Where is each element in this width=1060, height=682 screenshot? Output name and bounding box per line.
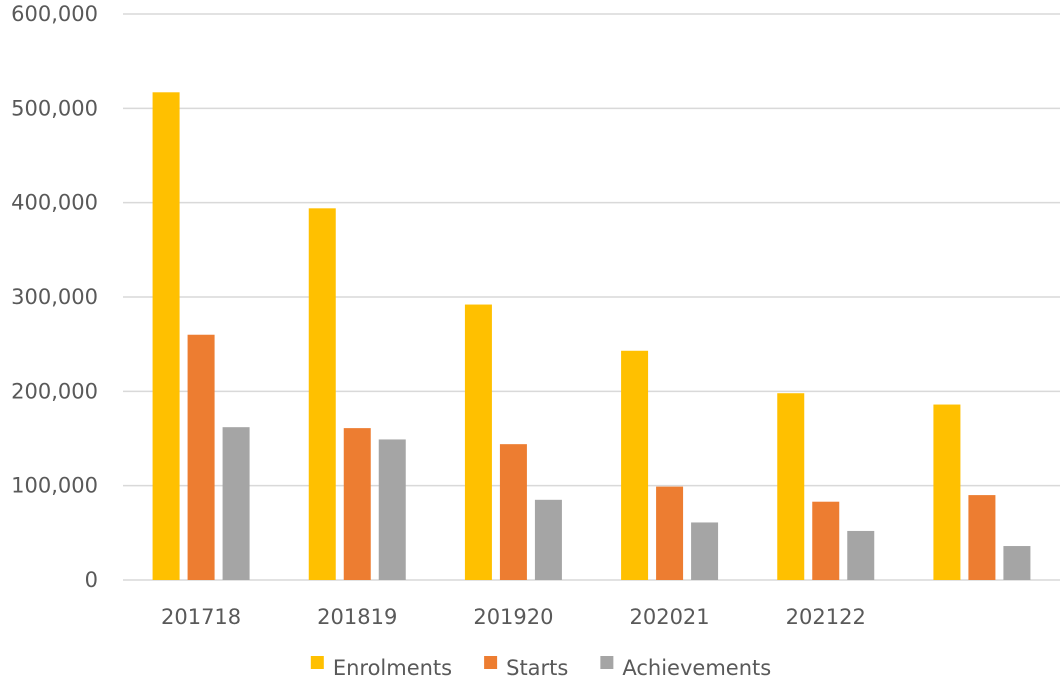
legend-label: Enrolments [333, 656, 452, 680]
legend-item-enrolments: Enrolments [310, 656, 452, 680]
legend-swatch [310, 656, 324, 669]
bar-achievements-201819 [378, 439, 406, 580]
bar-starts-201718 [187, 334, 215, 580]
bar-starts-202122 [812, 501, 840, 580]
bar-enrolments-201920 [464, 304, 492, 580]
legend-swatch [600, 656, 614, 669]
y-tick-label: 400,000 [11, 191, 98, 215]
legend-item-starts: Starts [484, 656, 568, 680]
bar-starts-201819 [343, 428, 371, 580]
x-tick-label: 201920 [473, 605, 553, 629]
bar-enrolments-201819 [308, 208, 336, 580]
x-tick-label: 202021 [629, 605, 709, 629]
legend: Enrolments Starts Achievements [310, 656, 771, 680]
bar-achievements-unlabeled [1003, 546, 1031, 580]
y-tick-label: 200,000 [11, 379, 98, 403]
legend-label: Starts [506, 656, 568, 680]
y-tick-label: 500,000 [11, 96, 98, 120]
x-tick-label: 201819 [317, 605, 397, 629]
x-axis: 201718 201819 201920 202021 202122 [161, 605, 866, 629]
y-tick-label: 600,000 [11, 2, 98, 26]
legend-swatch [484, 656, 498, 669]
y-tick-label: 100,000 [11, 474, 98, 498]
bar-enrolments-unlabeled [933, 404, 961, 580]
bar-achievements-202021 [691, 522, 719, 580]
x-tick-label: 201718 [161, 605, 241, 629]
bar-starts-202021 [656, 486, 684, 580]
bar-enrolments-201718 [152, 92, 180, 581]
bar-achievements-201718 [222, 427, 250, 580]
y-tick-label: 0 [85, 568, 98, 592]
x-tick-label: 202122 [786, 605, 866, 629]
bar-enrolments-202122 [777, 393, 805, 580]
bar-achievements-202122 [847, 530, 875, 580]
legend-label: Achievements [622, 656, 771, 680]
bars [152, 92, 1031, 581]
gridlines [123, 13, 1060, 581]
y-tick-label: 300,000 [11, 285, 98, 309]
bar-achievements-201920 [534, 499, 562, 580]
bar-starts-unlabeled [968, 495, 996, 580]
bar-starts-201920 [499, 444, 527, 580]
y-axis: 0 100,000 200,000 300,000 400,000 500,000 600,… [11, 2, 98, 592]
legend-item-achievements: Achievements [600, 656, 771, 680]
bar-enrolments-202021 [621, 350, 649, 580]
